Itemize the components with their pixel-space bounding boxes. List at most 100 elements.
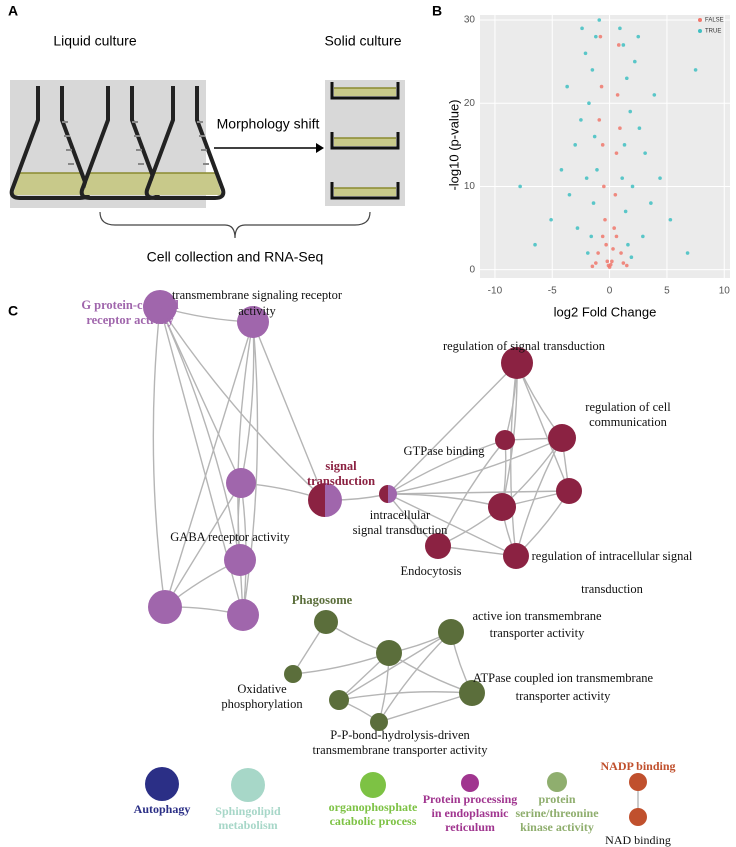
term-label: transduction bbox=[581, 582, 644, 596]
point bbox=[597, 18, 602, 22]
point bbox=[590, 68, 595, 72]
flasks bbox=[9, 86, 226, 200]
term-label: ATPase coupled ion transmembrane bbox=[473, 671, 654, 685]
term-label: GABA receptor activity bbox=[170, 530, 290, 544]
legend-label: in endoplasmic bbox=[431, 806, 509, 820]
point bbox=[608, 262, 613, 267]
legend-node bbox=[547, 772, 567, 792]
term-label: transmembrane transporter activity bbox=[313, 743, 489, 757]
x-tick-label: -10 bbox=[488, 286, 503, 297]
edge bbox=[242, 321, 259, 616]
edge bbox=[387, 493, 503, 508]
point bbox=[620, 176, 625, 180]
legend-label: organophosphate bbox=[329, 800, 418, 814]
legend-node bbox=[360, 772, 386, 798]
node bbox=[488, 493, 516, 521]
node bbox=[501, 347, 533, 379]
point bbox=[629, 255, 634, 259]
term-label: receptor activity bbox=[86, 313, 174, 327]
edge bbox=[510, 362, 518, 557]
node bbox=[329, 690, 349, 710]
legend-label: catabolic process bbox=[330, 814, 417, 828]
brace bbox=[99, 211, 371, 239]
node-half bbox=[379, 485, 388, 503]
edge bbox=[387, 439, 506, 495]
legend-label: Autophagy bbox=[134, 802, 191, 816]
legend-label: kinase activity bbox=[520, 820, 594, 834]
node-half bbox=[308, 483, 325, 517]
edge bbox=[515, 437, 563, 557]
term-label: Oxidative bbox=[237, 682, 287, 696]
legend-label: NADP binding bbox=[600, 759, 675, 773]
node bbox=[459, 680, 485, 706]
node bbox=[503, 543, 529, 569]
node bbox=[226, 468, 256, 498]
term-label: phosphorylation bbox=[221, 697, 303, 711]
edge bbox=[378, 692, 473, 723]
legend-swatch bbox=[698, 29, 702, 33]
point bbox=[567, 192, 572, 197]
point bbox=[641, 234, 645, 239]
point bbox=[613, 192, 618, 197]
term-label: Endocytosis bbox=[400, 564, 461, 578]
point bbox=[643, 151, 647, 155]
point bbox=[585, 251, 590, 255]
point bbox=[693, 68, 698, 72]
point bbox=[565, 84, 569, 89]
point bbox=[580, 26, 584, 31]
trays bbox=[330, 82, 400, 200]
node bbox=[495, 430, 515, 450]
edge bbox=[437, 439, 506, 547]
point bbox=[633, 59, 637, 64]
y-tick-label: 30 bbox=[464, 15, 476, 26]
edge bbox=[338, 691, 473, 701]
edge bbox=[159, 306, 244, 616]
term-label: active ion transmembrane bbox=[472, 609, 602, 623]
point bbox=[623, 209, 628, 214]
x-tick-label: -5 bbox=[548, 286, 557, 297]
legend-node bbox=[231, 768, 265, 802]
point bbox=[628, 109, 633, 114]
term-label: regulation of intracellular signal bbox=[532, 549, 693, 563]
legend-node bbox=[629, 808, 647, 826]
legend-label: NAD binding bbox=[605, 833, 671, 847]
term-label: signal transduction bbox=[353, 523, 449, 537]
y-tick-label: 0 bbox=[469, 264, 475, 275]
x-tick-label: 0 bbox=[607, 286, 613, 297]
legend-swatch bbox=[698, 18, 702, 22]
y-axis-label: -log10 (p-value) bbox=[446, 99, 461, 190]
point bbox=[589, 234, 594, 239]
edge bbox=[292, 652, 390, 675]
node-half bbox=[325, 483, 342, 517]
node-half bbox=[388, 485, 397, 503]
term-label: intracellular bbox=[370, 508, 431, 522]
point bbox=[604, 242, 608, 247]
point bbox=[600, 143, 605, 147]
point bbox=[616, 43, 621, 47]
term-label: signal bbox=[325, 459, 357, 473]
node bbox=[556, 478, 582, 504]
x-axis-label: log2 Fold Change bbox=[554, 304, 657, 319]
edge bbox=[159, 306, 241, 561]
edge bbox=[152, 306, 166, 608]
node bbox=[376, 640, 402, 666]
x-tick-label: 10 bbox=[719, 286, 731, 297]
agar bbox=[334, 88, 396, 96]
edge bbox=[387, 437, 563, 495]
legend-node bbox=[145, 767, 179, 801]
term-label: transporter activity bbox=[516, 689, 612, 703]
edge bbox=[388, 652, 473, 694]
point bbox=[619, 251, 623, 255]
legend-label: Protein processing bbox=[423, 792, 518, 806]
point bbox=[621, 261, 626, 265]
agar bbox=[334, 188, 396, 196]
point bbox=[573, 143, 577, 147]
point bbox=[637, 126, 642, 130]
arrow-label: Morphology shift bbox=[217, 116, 320, 132]
point bbox=[618, 26, 622, 31]
term-label: transmembrane signaling receptor bbox=[172, 288, 343, 302]
caption: Cell collection and RNA-Seq bbox=[147, 249, 324, 265]
edge bbox=[164, 482, 242, 608]
edge bbox=[387, 490, 570, 495]
